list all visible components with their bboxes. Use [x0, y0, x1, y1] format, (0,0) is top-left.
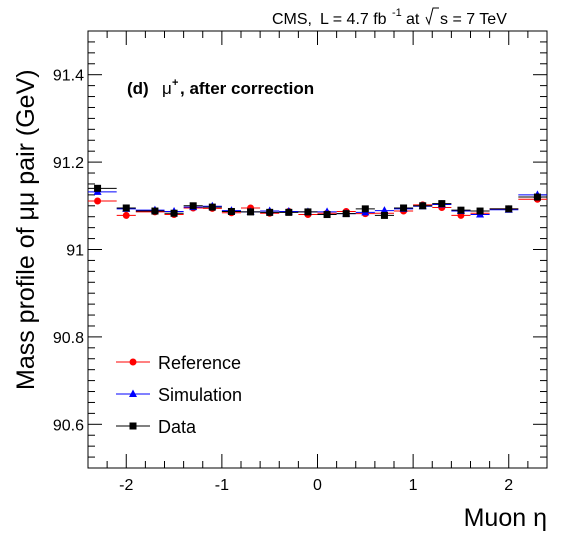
x-tick-label: -2 [119, 477, 133, 494]
legend-label-reference: Reference [158, 353, 241, 373]
x-tick-label: 0 [313, 477, 322, 494]
panel-annotation: (d) μ + , after correction [127, 77, 314, 98]
data-point [419, 202, 427, 210]
panel-charge: + [172, 77, 178, 89]
legend: Reference Simulation Data [116, 353, 242, 437]
data-point [505, 205, 513, 213]
data-point [476, 207, 484, 215]
legend-marker-simulation [129, 389, 137, 397]
data-point [533, 193, 541, 201]
header-cms: CMS, [272, 11, 312, 28]
x-tick-label: -1 [215, 477, 229, 494]
data-point [208, 203, 216, 211]
data-point [122, 204, 130, 212]
header-energy: s = 7 TeV [440, 11, 507, 28]
x-tick-label: 1 [409, 477, 418, 494]
series-data [88, 184, 547, 219]
x-axis-title: Muon η [464, 504, 547, 532]
sqrt-icon [425, 7, 439, 26]
data-point [266, 208, 274, 216]
y-axis-title: Mass profile of μμ pair (GeV) [12, 69, 40, 390]
y-tick-label: 90.8 [53, 330, 84, 347]
panel-description: , after correction [180, 79, 314, 98]
data-point [94, 184, 102, 192]
data-point [285, 208, 293, 216]
data-point [323, 211, 331, 219]
header-lumi: L = 4.7 fb [320, 11, 387, 28]
data-point [227, 207, 235, 215]
header-at: at [406, 11, 420, 28]
y-tick-label: 91 [66, 243, 84, 260]
y-tick-label: 91.2 [53, 155, 84, 172]
legend-label-data: Data [158, 417, 197, 437]
data-point [380, 211, 388, 219]
reference-point [94, 197, 102, 205]
legend-item-simulation: Simulation [116, 385, 242, 405]
data-point [189, 202, 197, 210]
panel-mu: μ [162, 79, 172, 98]
data-point [400, 204, 408, 212]
data-point [361, 205, 369, 213]
data-point [170, 209, 178, 217]
legend-label-simulation: Simulation [158, 385, 242, 405]
legend-item-reference: Reference [116, 353, 241, 373]
legend-marker-reference [129, 358, 137, 366]
data-point [151, 207, 159, 215]
legend-item-data: Data [116, 417, 197, 437]
x-axis: -2 -1 0 1 2 [87, 31, 548, 494]
header-lumi-exponent: -1 [392, 7, 402, 19]
simulation-point [380, 206, 389, 214]
legend-marker-data [129, 422, 137, 430]
y-tick-label: 90.6 [53, 417, 84, 434]
data-point [304, 208, 312, 216]
data-point [342, 210, 350, 218]
reference-point [122, 211, 130, 219]
y-tick-label: 91.4 [53, 68, 84, 85]
data-point [438, 200, 446, 208]
chart-header: CMS, L = 4.7 fb -1 at s = 7 TeV [272, 7, 507, 28]
data-point [457, 206, 465, 214]
y-axis: 90.6 90.8 91 91.2 91.4 [53, 30, 547, 469]
series-layer [88, 184, 547, 219]
x-tick-label: 2 [504, 477, 513, 494]
data-point [247, 208, 255, 216]
plot-frame [87, 30, 548, 469]
panel-label: (d) [127, 79, 149, 98]
